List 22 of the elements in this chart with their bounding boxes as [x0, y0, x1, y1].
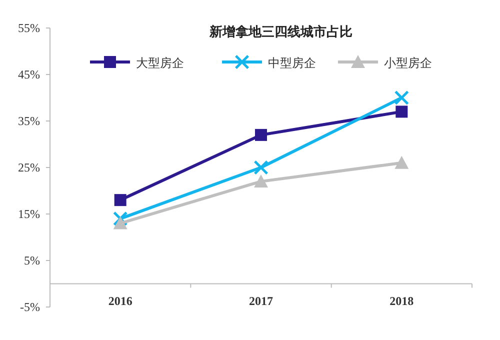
x-tick-label: 2017	[249, 294, 273, 308]
point	[114, 194, 126, 206]
point	[254, 174, 268, 188]
y-tick-label: 25%	[18, 160, 40, 174]
point	[113, 216, 128, 230]
point	[255, 128, 267, 141]
y-tick-label: -5%	[20, 300, 40, 314]
point	[254, 160, 268, 174]
legend-label: 大型房企	[136, 56, 184, 70]
legend-label: 小型房企	[384, 56, 432, 70]
x-tick-label: 2018	[390, 294, 414, 308]
point	[394, 156, 409, 169]
point	[394, 90, 409, 105]
chart-title: 新增拿地三四线城市占比	[208, 24, 352, 39]
x-tick-label: 2016	[108, 294, 132, 308]
y-tick-label: 15%	[18, 207, 40, 221]
y-tick-label: 45%	[18, 68, 40, 82]
y-tick-label: 55%	[18, 21, 40, 35]
y-tick-label: 5%	[24, 254, 40, 268]
y-tick-label: 35%	[18, 114, 40, 128]
point	[396, 106, 408, 118]
legend-label: 中型房企	[268, 56, 316, 70]
